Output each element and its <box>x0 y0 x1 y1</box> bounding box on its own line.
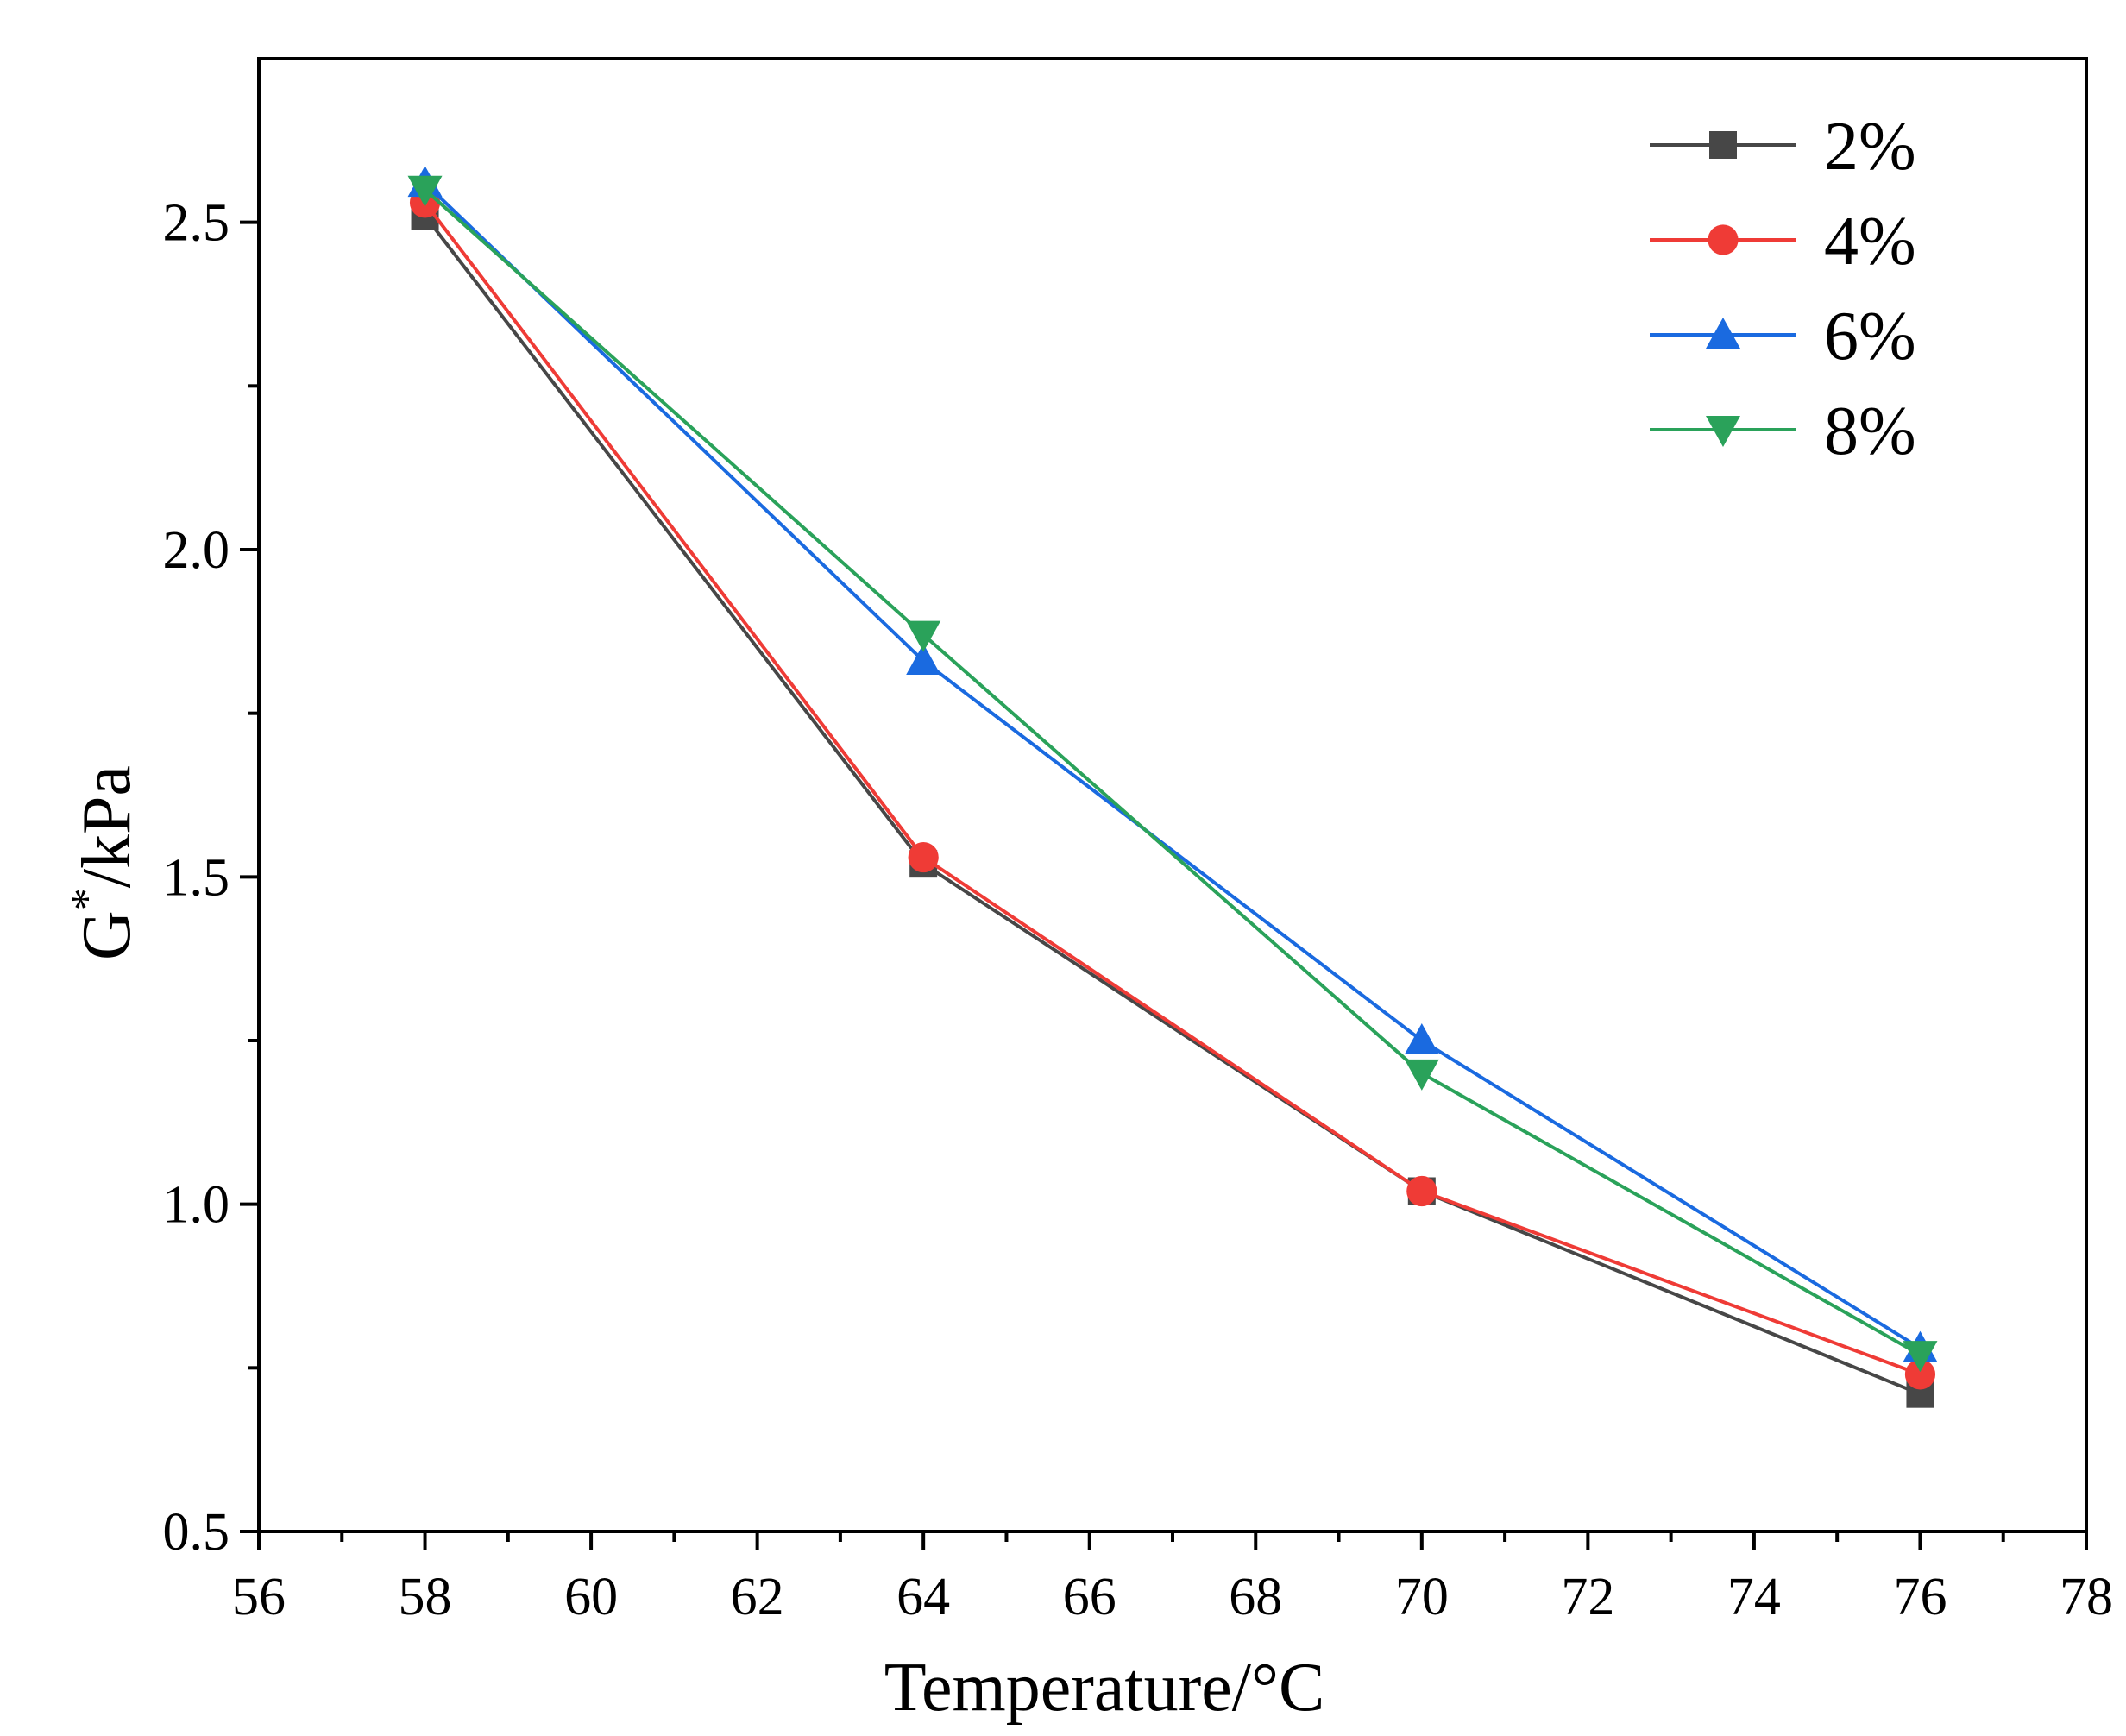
x-tick-label: 60 <box>564 1568 618 1626</box>
legend-label-2pct: 2% <box>1824 109 1916 185</box>
legend-marker-8pct <box>1706 416 1740 447</box>
data-point-4pct <box>1904 1359 1936 1390</box>
x-tick-label: 78 <box>2060 1568 2113 1626</box>
plot-area <box>257 57 2088 1533</box>
legend-marker-4pct <box>1708 224 1739 255</box>
y-axis: 0.5 1.0 1.5 2.0 2.5 <box>163 194 259 1562</box>
legend-item-8pct: 8% <box>1650 393 1916 469</box>
series-layer <box>407 166 1938 1408</box>
legend-item-6pct: 6% <box>1650 299 1916 374</box>
y-tick-label: 2.5 <box>163 194 230 253</box>
data-point-6pct <box>1404 1023 1439 1054</box>
svg-text:G*/kPa: G*/kPa <box>63 765 145 960</box>
x-tick-label: 70 <box>1395 1568 1449 1626</box>
y-tick-label: 2.0 <box>163 521 230 580</box>
x-tick-label: 76 <box>1893 1568 1947 1626</box>
plot-frame <box>257 57 2088 1533</box>
legend-label-4pct: 4% <box>1824 204 1916 280</box>
series-line-2pct <box>423 214 1922 1396</box>
x-axis-title: Temperature/°C <box>884 1650 1325 1726</box>
data-point-8pct <box>1404 1059 1439 1091</box>
data-point-6pct <box>906 643 941 675</box>
data-point-4pct <box>1406 1175 1437 1207</box>
legend-marker-2pct <box>1709 131 1737 159</box>
y-tick-label: 1.0 <box>163 1176 230 1235</box>
data-point-8pct <box>407 175 443 207</box>
legend-label-8pct: 8% <box>1824 393 1916 469</box>
data-point-8pct <box>906 620 941 652</box>
y-axis-title-rest: /kPa <box>69 765 145 888</box>
x-tick-label: 64 <box>896 1568 950 1626</box>
x-tick-label: 74 <box>1727 1568 1781 1626</box>
series-line-6pct <box>424 181 1922 1350</box>
x-axis: 56 58 60 62 64 66 68 70 72 74 76 78 <box>232 1532 2113 1626</box>
x-tick-label: 72 <box>1561 1568 1614 1626</box>
legend-item-2pct: 2% <box>1650 109 1916 185</box>
legend: 2% 4% 6% 8% <box>1650 109 1916 469</box>
series-4pct <box>409 187 1936 1390</box>
y-axis-title-sup: * <box>63 888 112 910</box>
legend-marker-6pct <box>1706 318 1740 349</box>
x-tick-label: 68 <box>1229 1568 1282 1626</box>
legend-label-6pct: 6% <box>1824 299 1916 374</box>
y-tick-label: 1.5 <box>163 848 230 907</box>
y-axis-title-main: G <box>69 910 145 960</box>
x-tick-label: 62 <box>731 1568 784 1626</box>
series-8pct <box>407 175 1938 1373</box>
series-line-8pct <box>424 188 1922 1356</box>
x-tick-label: 56 <box>232 1568 286 1626</box>
y-axis-title: G*/kPa <box>63 765 145 960</box>
x-tick-label: 58 <box>399 1568 452 1626</box>
legend-item-4pct: 4% <box>1650 204 1916 280</box>
data-point-4pct <box>908 841 939 873</box>
data-point-8pct <box>1903 1341 1938 1373</box>
x-tick-label: 66 <box>1063 1568 1116 1626</box>
series-line-4pct <box>423 201 1922 1376</box>
y-tick-label: 0.5 <box>163 1503 230 1562</box>
